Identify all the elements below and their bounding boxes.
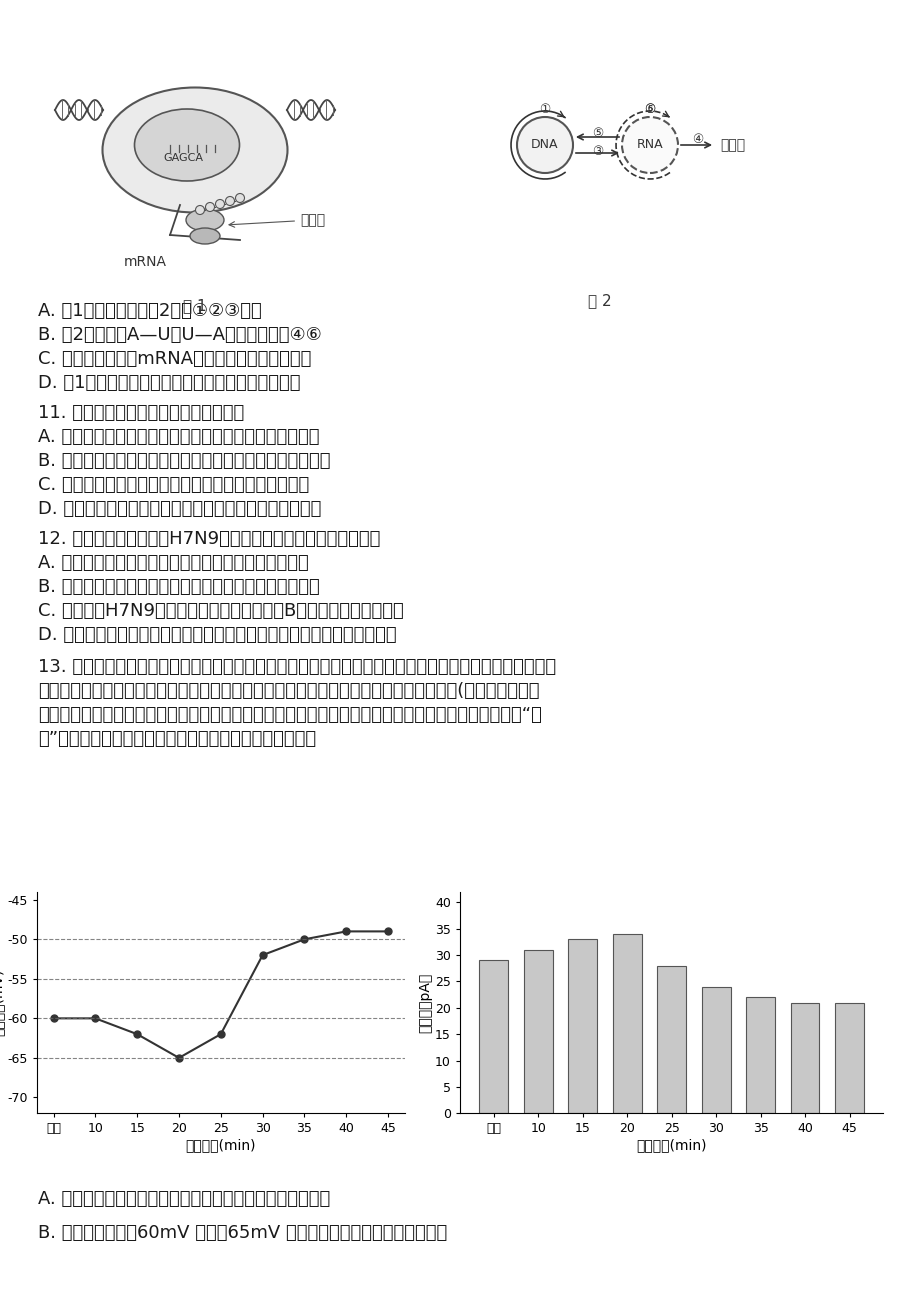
- Text: ⑤: ⑤: [643, 103, 655, 116]
- Text: 蛋白质: 蛋白质: [720, 138, 744, 152]
- Text: D. 抗体只能作用于细胞外的流感病毒，不能直接作用于细胞内的流感病毒: D. 抗体只能作用于细胞外的流感病毒，不能直接作用于细胞内的流感病毒: [38, 626, 396, 644]
- X-axis label: 缺氧时间(min): 缺氧时间(min): [186, 1138, 255, 1152]
- Text: B. 浆细胞可以接受流感病毒的刺激，使其分泌特异性抗体: B. 浆细胞可以接受流感病毒的刺激，使其分泌特异性抗体: [38, 578, 320, 596]
- Bar: [789, 1003, 819, 1113]
- Ellipse shape: [134, 109, 239, 181]
- Text: 最小电刺激强度），之后再将其置于无氧培养液中，于不同时间点重复上述测定，结果如图所示（注：“对: 最小电刺激强度），之后再将其置于无氧培养液中，于不同时间点重复上述测定，结果如图…: [38, 706, 541, 724]
- Text: mRNA: mRNA: [123, 255, 166, 270]
- Bar: [568, 939, 596, 1113]
- Circle shape: [225, 197, 234, 206]
- Circle shape: [215, 199, 224, 208]
- Text: 12. 某人从未感染过甲型H7N9流感病毒，下列有关叙述正确的是: 12. 某人从未感染过甲型H7N9流感病毒，下列有关叙述正确的是: [38, 530, 380, 548]
- Text: 核糖体: 核糖体: [229, 214, 324, 228]
- Text: A. 先天性愚型和猫叫综合征都是由染色体结构变异引起的: A. 先天性愚型和猫叫综合征都是由染色体结构变异引起的: [38, 428, 319, 447]
- Text: 员先将体外培养的大鼠海马神经细胞置于含氧培养液中，测定单细胞的静息电位和阈强度(引发神经冲动的: 员先将体外培养的大鼠海马神经细胞置于含氧培养液中，测定单细胞的静息电位和阈强度(…: [38, 682, 539, 700]
- Text: D. 图1表示染色体上的基因表达过程且表达效率很高: D. 图1表示染色体上的基因表达过程且表达效率很高: [38, 374, 301, 392]
- Text: C. 若抑制核糖体在mRNA上的移动则转录不能进行: C. 若抑制核糖体在mRNA上的移动则转录不能进行: [38, 350, 311, 368]
- Bar: [479, 961, 507, 1113]
- Text: 图 1: 图 1: [183, 298, 207, 312]
- Text: RNA: RNA: [636, 138, 663, 151]
- Circle shape: [621, 117, 677, 173]
- Text: A. 本实验的自变量是缺氧时间，因变量是静息电位和阈强度: A. 本实验的自变量是缺氧时间，因变量是静息电位和阈强度: [38, 1190, 330, 1208]
- Bar: [701, 987, 730, 1113]
- Text: B. 当静息电位由－60mV 变为－65mV 时，神经细胞的兴奋性水平会降低: B. 当静息电位由－60mV 变为－65mV 时，神经细胞的兴奋性水平会降低: [38, 1224, 447, 1242]
- Text: GAGCA: GAGCA: [163, 154, 203, 163]
- Text: 图 2: 图 2: [587, 293, 611, 309]
- Circle shape: [205, 203, 214, 211]
- Bar: [612, 934, 641, 1113]
- Bar: [745, 997, 774, 1113]
- Text: ④: ④: [692, 133, 703, 146]
- Y-axis label: 静息电位(mV): 静息电位(mV): [0, 969, 5, 1036]
- X-axis label: 缺氧时间(min): 缺氧时间(min): [636, 1138, 706, 1152]
- Circle shape: [235, 194, 244, 203]
- Text: 照”的数值是在含氧培养液中测得的）。下列叙述错误的是: 照”的数值是在含氧培养液中测得的）。下列叙述错误的是: [38, 730, 316, 749]
- Circle shape: [196, 206, 204, 215]
- Text: A. 图1所示过程对应图2中的①②③过程: A. 图1所示过程对应图2中的①②③过程: [38, 302, 262, 320]
- Text: B. 图2中同时有A—U和U—A配对的过程是④⑥: B. 图2中同时有A—U和U—A配对的过程是④⑥: [38, 326, 322, 344]
- Text: C. 运动性失语症患者不能听懂别人的谈话，也不能说话: C. 运动性失语症患者不能听懂别人的谈话，也不能说话: [38, 477, 309, 493]
- Ellipse shape: [102, 87, 287, 212]
- Text: ③: ③: [591, 145, 603, 158]
- Text: C. 一旦甲型H7N9流感病毒侵入该人体，记忆B细胞就会迅速增殖分化: C. 一旦甲型H7N9流感病毒侵入该人体，记忆B细胞就会迅速增殖分化: [38, 602, 403, 620]
- Circle shape: [516, 117, 573, 173]
- Text: 13. 兴奋性是指细胞接受刺激产生兴奋的能力。为探究不同缺氧时间对中枢神经细胞兴奋性的影响，研究人: 13. 兴奋性是指细胞接受刺激产生兴奋的能力。为探究不同缺氧时间对中枢神经细胞兴…: [38, 658, 555, 676]
- Bar: [656, 966, 686, 1113]
- Y-axis label: 阈强度（pA）: 阈强度（pA）: [418, 973, 432, 1032]
- Text: ①: ①: [539, 103, 550, 116]
- Text: 11. 下列有关某些疾病的叙述，正确的是: 11. 下列有关某些疾病的叙述，正确的是: [38, 404, 244, 422]
- Bar: [834, 1003, 863, 1113]
- Text: ⑤: ⑤: [591, 128, 603, 141]
- Text: B. 过敏反应和自身免疫病都不会破坏自身器官、组织和细胞: B. 过敏反应和自身免疫病都不会破坏自身器官、组织和细胞: [38, 452, 330, 470]
- Ellipse shape: [190, 228, 220, 243]
- Text: DNA: DNA: [530, 138, 558, 151]
- Text: A. 流感病毒可以发生基因突变、基因重组和染色体变异: A. 流感病毒可以发生基因突变、基因重组和染色体变异: [38, 553, 309, 572]
- Bar: [523, 950, 552, 1113]
- Text: D. 先天性胸腺发育不良的患者，会丧失部分体液免疫功能: D. 先天性胸腺发育不良的患者，会丧失部分体液免疫功能: [38, 500, 321, 518]
- Ellipse shape: [186, 210, 223, 230]
- Text: ⑥: ⑥: [643, 103, 655, 116]
